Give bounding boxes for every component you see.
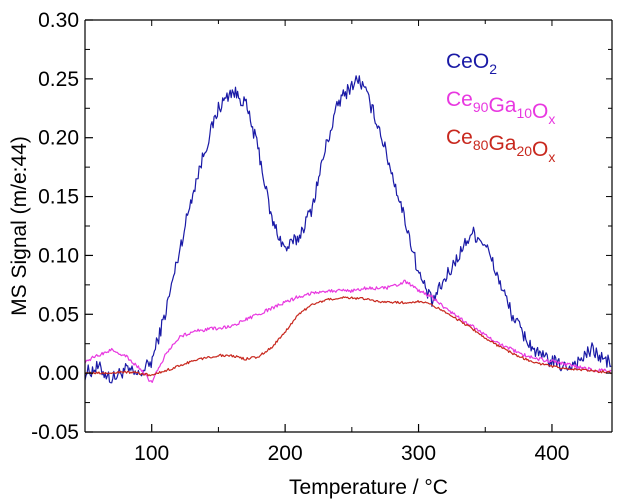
series-line-3 bbox=[84, 296, 612, 377]
y-tick-label: 0.30 bbox=[38, 9, 79, 32]
x-tick-label: 400 bbox=[534, 442, 569, 465]
y-tick-label: 0.20 bbox=[38, 127, 79, 150]
y-tick-label: 0.10 bbox=[38, 244, 79, 267]
y-tick-label: 0.25 bbox=[38, 68, 79, 91]
series-line-1 bbox=[84, 75, 612, 384]
legend-entry-2: Ce90Ga10Ox bbox=[446, 88, 555, 127]
y-tick-label: -0.05 bbox=[31, 421, 79, 444]
legend-entry-1: CeO2 bbox=[446, 50, 497, 77]
x-axis-title: Temperature / °C bbox=[289, 476, 448, 499]
axes-layer bbox=[84, 19, 613, 433]
x-tick-label: 200 bbox=[268, 442, 303, 465]
series-line-2 bbox=[84, 279, 612, 383]
series-layer bbox=[84, 75, 612, 384]
x-tick-label: 300 bbox=[401, 442, 436, 465]
y-tick-label: 0.00 bbox=[38, 362, 79, 385]
tick-label-layer: -0.05 0.00 0.05 0.10 0.15 0.20 0.25 0.30 100 200 3… bbox=[31, 9, 569, 465]
y-axis-title: MS Signal (m/e:44) bbox=[8, 136, 31, 316]
x-tick-label: 100 bbox=[134, 442, 169, 465]
legend-entry-3: Ce80Ga20Ox bbox=[446, 126, 555, 165]
y-tick-label: 0.05 bbox=[38, 303, 79, 326]
y-tick-label: 0.15 bbox=[38, 186, 79, 209]
